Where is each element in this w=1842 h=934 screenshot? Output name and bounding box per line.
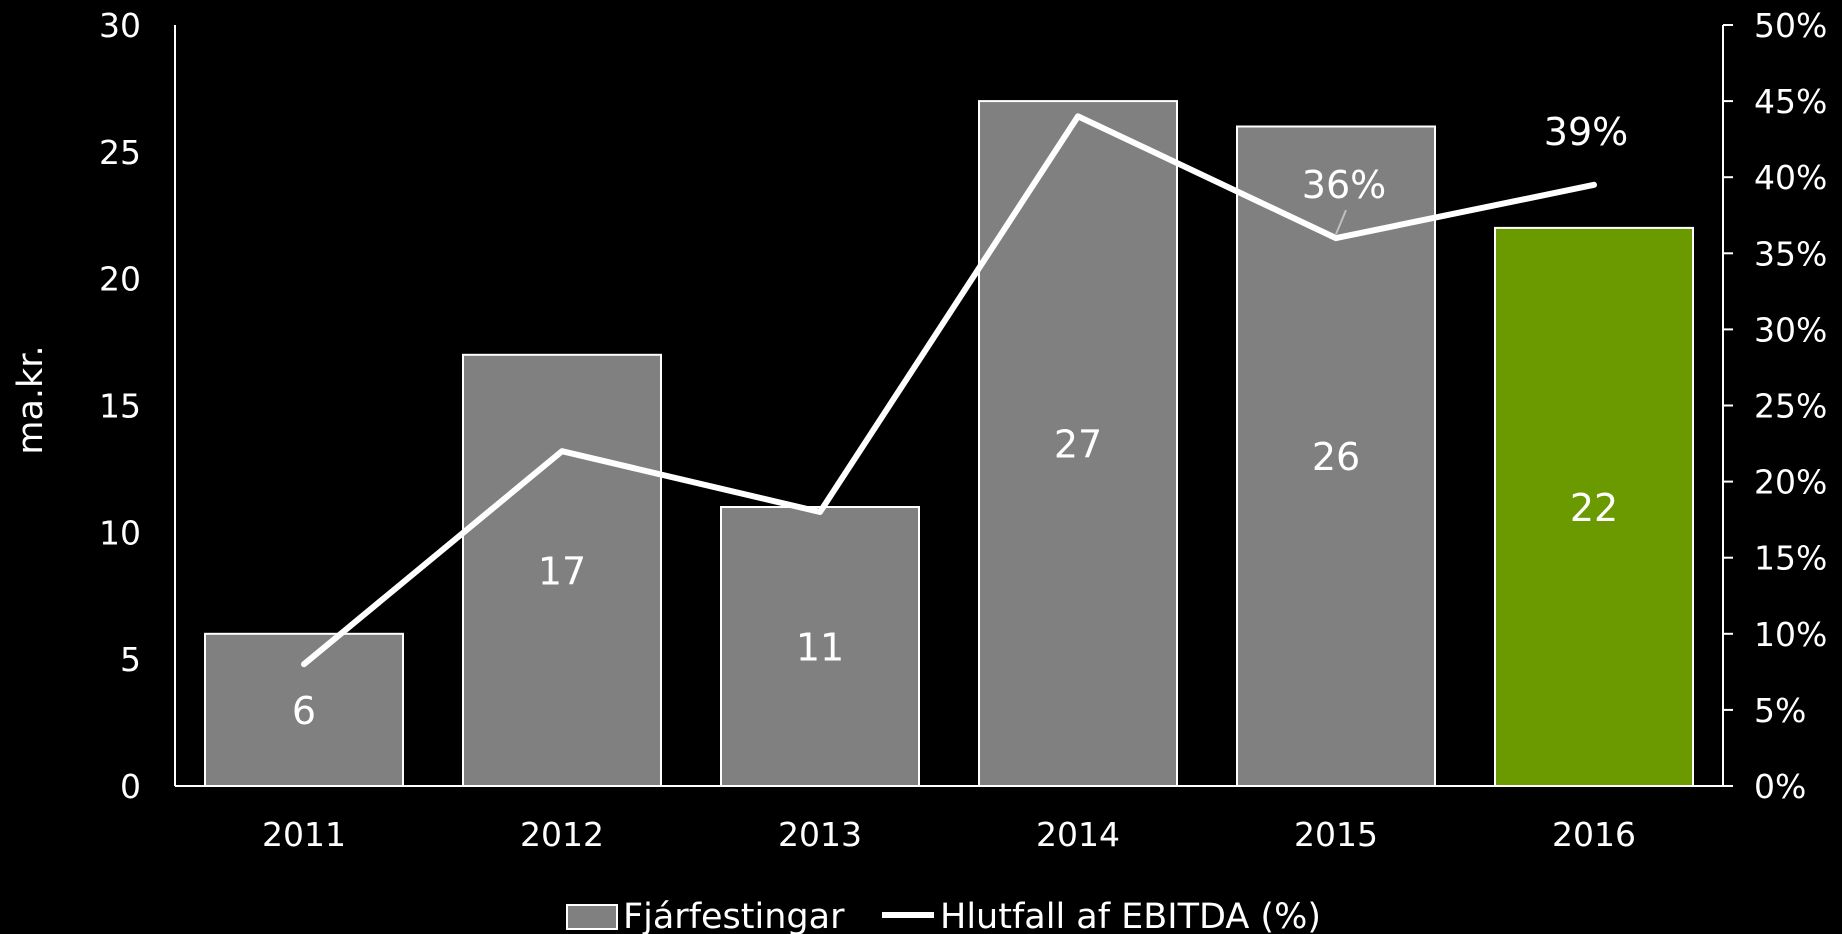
x-tick-label: 2013 [778, 815, 862, 854]
y-tick-label: 5 [120, 640, 141, 679]
y-tick-label: 15 [99, 387, 141, 426]
y-axis-label: ma.kr. [11, 345, 51, 454]
y2-tick-label: 20% [1754, 463, 1827, 502]
x-tick-label: 2015 [1294, 815, 1378, 854]
y2-tick-label: 50% [1754, 6, 1827, 45]
y-tick-label: 20 [99, 260, 141, 299]
bar-2012 [462, 353, 662, 787]
y2-tick-label: 10% [1754, 615, 1827, 654]
y2-tick-label: 5% [1754, 691, 1806, 730]
x-tick-label: 2016 [1552, 815, 1636, 854]
y-tick-label: 0 [120, 767, 141, 806]
y-tick-label: 25 [99, 133, 141, 172]
bar-value-label: 22 [1570, 486, 1618, 530]
y2-tick-label: 30% [1754, 310, 1827, 349]
legend-swatch-bars [566, 904, 618, 930]
ebitda-line [301, 113, 1597, 668]
bar-2011 [204, 632, 404, 787]
bar-value-label: 17 [538, 549, 586, 593]
y2-tick-label: 25% [1754, 387, 1827, 426]
bar-value-label: 6 [292, 689, 316, 733]
line-value-label: 36% [1302, 163, 1386, 207]
y2-tick-label: 15% [1754, 539, 1827, 578]
y2-tick-label: 0% [1754, 767, 1806, 806]
legend: Fjárfestingar Hlutfall af EBITDA (%) [566, 897, 1321, 934]
legend-label-bars: Fjárfestingar [623, 897, 845, 934]
y2-tick-label: 35% [1754, 234, 1827, 273]
bar-value-label: 27 [1054, 423, 1102, 467]
line-label-leader [1335, 209, 1347, 235]
x-tick-label: 2012 [520, 815, 604, 854]
x-tick-label: 2011 [262, 815, 346, 854]
legend-label-line: Hlutfall af EBITDA (%) [940, 897, 1321, 934]
y2-tick-label: 45% [1754, 82, 1827, 121]
bar-value-label: 26 [1312, 435, 1360, 479]
bar-value-label: 11 [796, 626, 844, 670]
line-value-label: 39% [1544, 110, 1628, 154]
y2-tick-label: 40% [1754, 158, 1827, 197]
y-tick-label: 30 [99, 6, 141, 45]
y-tick-label: 10 [99, 513, 141, 552]
bar-2013 [720, 506, 920, 787]
x-tick-label: 2014 [1036, 815, 1120, 854]
